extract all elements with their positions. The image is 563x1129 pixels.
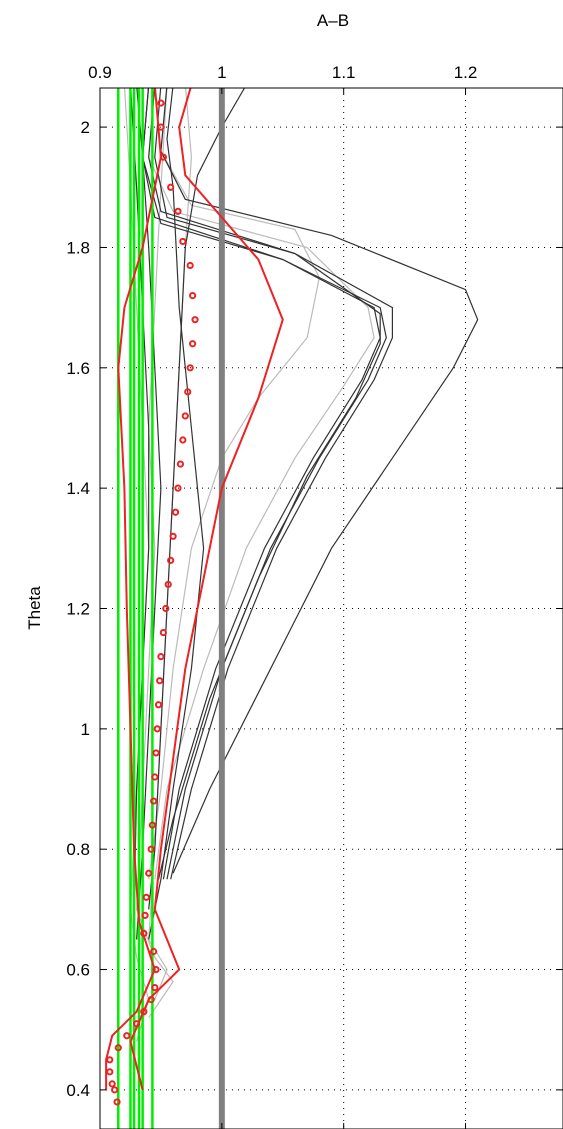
data-point-marker bbox=[156, 677, 164, 685]
y-tick-label: 1.4 bbox=[66, 479, 90, 498]
x-tick-label: 1.2 bbox=[454, 63, 478, 82]
red-envelope-line bbox=[129, 88, 284, 1091]
data-point-marker bbox=[189, 291, 197, 300]
x-tick-label: 1.1 bbox=[332, 63, 356, 82]
plot-frame bbox=[99, 87, 563, 1129]
data-point-marker bbox=[159, 153, 167, 161]
data-point-marker bbox=[113, 1098, 121, 1106]
data-point-marker bbox=[171, 508, 180, 516]
data-point-marker bbox=[108, 1080, 116, 1088]
x-tick-label: 1 bbox=[217, 63, 226, 82]
x-axis-title: A–B bbox=[317, 11, 349, 30]
data-point-marker bbox=[184, 388, 192, 396]
data-point-marker bbox=[145, 869, 153, 877]
series-line-dark bbox=[154, 88, 381, 880]
series-line-light bbox=[135, 88, 174, 1019]
data-point-marker bbox=[151, 773, 159, 781]
data-point-marker bbox=[179, 237, 187, 246]
data-point-marker bbox=[167, 556, 175, 564]
data-point-marker bbox=[150, 947, 158, 956]
data-point-marker bbox=[157, 123, 165, 131]
data-point-marker bbox=[191, 316, 199, 324]
series-line-dark bbox=[136, 88, 162, 940]
y-tick-label: 1 bbox=[81, 720, 90, 739]
data-point-marker bbox=[176, 460, 185, 468]
series-line-dark bbox=[160, 88, 479, 874]
data-point-marker bbox=[147, 996, 155, 1004]
plot-markers bbox=[106, 99, 199, 1106]
data-point-marker bbox=[111, 1086, 119, 1094]
red-envelope-line bbox=[105, 88, 162, 1090]
y-tick-label: 2 bbox=[81, 118, 90, 137]
data-point-marker bbox=[186, 261, 194, 270]
data-point-marker bbox=[169, 532, 177, 540]
data-point-marker bbox=[167, 183, 175, 191]
y-axis-title: Theta bbox=[25, 586, 44, 630]
y-tick-label: 0.8 bbox=[66, 840, 90, 859]
y-axis-ticks: 0.4 0.6 0.8 1 1.2 1.4 1.6 1.8 2 bbox=[66, 118, 563, 1100]
data-point-marker bbox=[157, 99, 165, 107]
y-tick-label: 0.6 bbox=[66, 961, 90, 980]
series-line-dark bbox=[148, 88, 246, 910]
x-axis-ticks: 0.9 1 1.1 1.2 bbox=[88, 63, 477, 1129]
data-point-marker bbox=[157, 653, 165, 661]
data-point-marker bbox=[132, 1020, 141, 1028]
data-point-marker bbox=[150, 797, 158, 805]
data-point-marker bbox=[164, 580, 172, 589]
data-point-marker bbox=[154, 701, 163, 709]
data-point-marker bbox=[152, 749, 160, 757]
grid bbox=[99, 88, 563, 1129]
y-tick-label: 1.6 bbox=[66, 359, 90, 378]
data-point-marker bbox=[181, 412, 189, 420]
data-point-marker bbox=[147, 845, 155, 853]
data-point-marker bbox=[114, 1044, 122, 1052]
x-tick-label: 0.9 bbox=[88, 63, 112, 82]
plot-series bbox=[105, 88, 479, 1129]
data-point-marker bbox=[142, 893, 150, 901]
data-point-marker bbox=[141, 911, 149, 919]
series-line-dark bbox=[148, 88, 393, 880]
data-point-marker bbox=[189, 340, 197, 348]
data-point-marker bbox=[159, 628, 167, 637]
data-point-marker bbox=[140, 1008, 148, 1016]
y-tick-label: 1.8 bbox=[66, 238, 90, 257]
data-point-marker bbox=[174, 207, 182, 215]
data-point-marker bbox=[151, 983, 159, 992]
data-point-marker bbox=[123, 1032, 131, 1040]
data-point-marker bbox=[140, 929, 148, 938]
data-point-marker bbox=[148, 821, 156, 829]
data-point-marker bbox=[106, 1068, 114, 1076]
data-point-marker bbox=[179, 436, 187, 444]
data-point-marker bbox=[152, 965, 160, 974]
y-tick-label: 0.4 bbox=[66, 1081, 90, 1100]
y-tick-label: 1.2 bbox=[66, 600, 90, 619]
series-line-dark bbox=[148, 88, 205, 940]
data-point-marker bbox=[153, 725, 161, 733]
data-point-marker bbox=[106, 1056, 114, 1064]
data-point-marker bbox=[162, 604, 170, 613]
data-point-marker bbox=[186, 364, 194, 372]
series-line-light bbox=[148, 88, 320, 880]
series-line-light bbox=[148, 88, 375, 880]
series-line-dark bbox=[130, 88, 150, 910]
series-line-dark bbox=[141, 88, 381, 880]
data-point-marker bbox=[174, 484, 182, 492]
series-line-dark bbox=[141, 88, 387, 880]
